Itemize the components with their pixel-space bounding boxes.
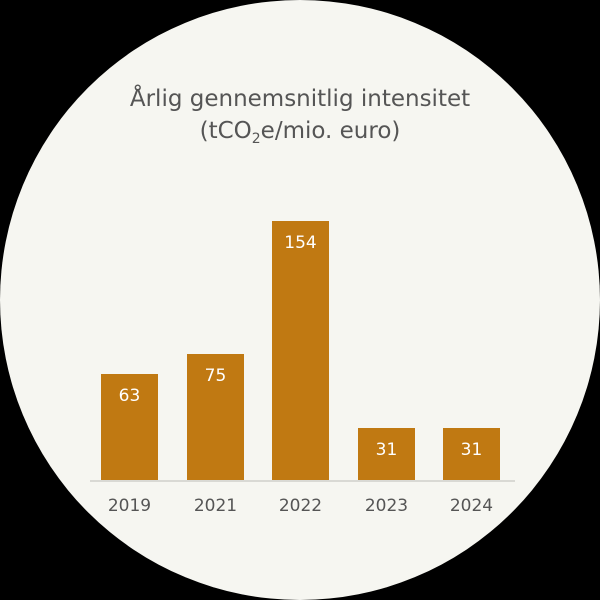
bar-value-label: 154 [284, 233, 317, 253]
chart-subtitle: (tCO2e/mio. euro) [199, 118, 401, 147]
x-tick-label: 2022 [278, 496, 323, 516]
bar-2024: 31 [443, 428, 500, 480]
chart-title: Årlig gennemsnitlig intensitet [129, 86, 471, 112]
bar-2022: 154 [272, 221, 329, 480]
bar-value-label: 31 [375, 440, 398, 460]
bar-2023: 31 [358, 428, 415, 480]
x-tick-label: 2023 [364, 496, 409, 516]
bar-value-label: 75 [204, 366, 227, 386]
x-tick-label: 2024 [449, 496, 494, 516]
bar-value-label: 63 [118, 386, 141, 406]
x-tick-label: 2021 [193, 496, 238, 516]
bar-2021: 75 [187, 354, 244, 480]
x-axis-line [90, 480, 515, 482]
bar-2019: 63 [101, 374, 158, 480]
x-tick-label: 2019 [107, 496, 152, 516]
bar-value-label: 31 [460, 440, 483, 460]
